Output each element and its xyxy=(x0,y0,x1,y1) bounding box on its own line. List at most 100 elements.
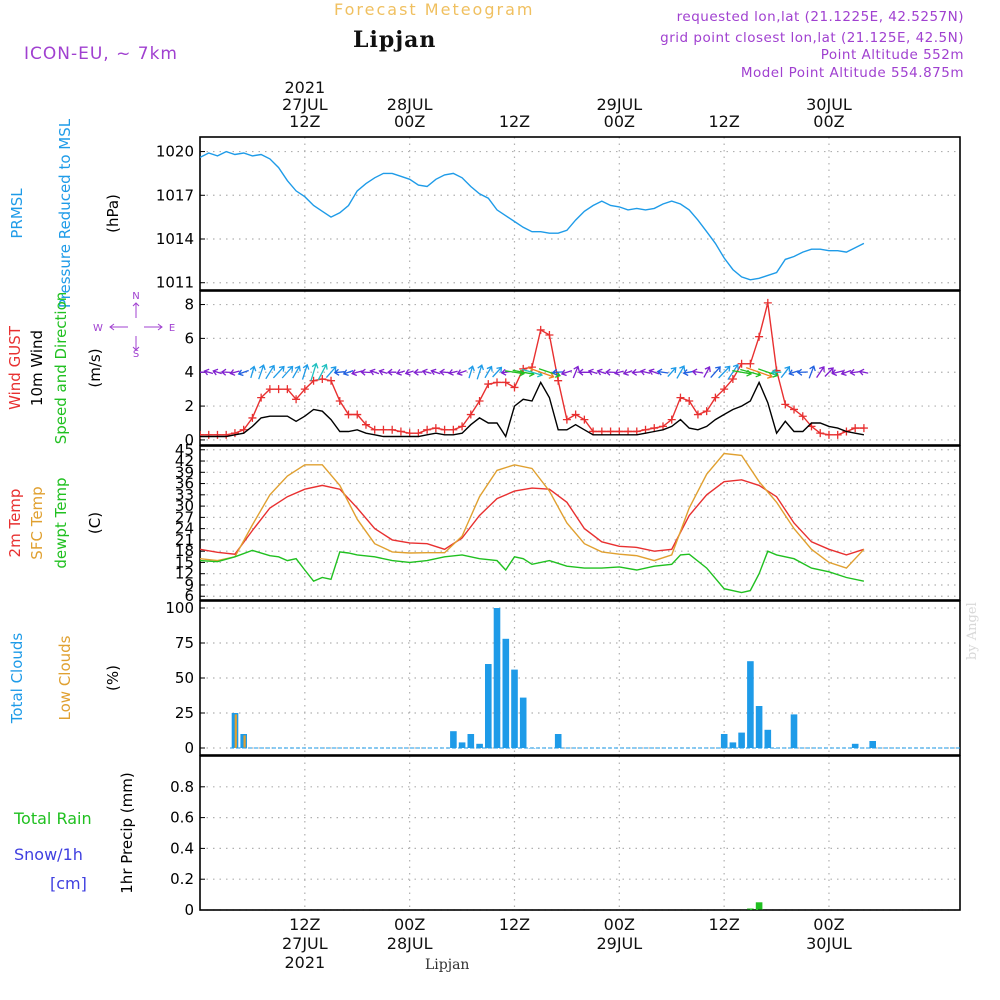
bottom-time-label: 12Z xyxy=(289,915,320,934)
wind-direction-arrow xyxy=(395,369,405,376)
clouds-bar xyxy=(755,706,763,748)
pressure-panel: 1011 1014 1017 1020 PRMSL Pressure Reduced to… xyxy=(8,118,961,308)
clouds-bar xyxy=(234,714,237,748)
bottom-time-label: 29JUL xyxy=(596,934,642,953)
top-time-label: 27JUL xyxy=(282,95,328,114)
gust-marker xyxy=(300,385,309,394)
clouds-bar xyxy=(493,608,501,748)
top-time-label: 00Z xyxy=(604,112,635,131)
model-point-altitude: Model Point Altitude 554.875m xyxy=(740,65,964,81)
clouds-frame xyxy=(199,600,961,756)
gust-marker xyxy=(327,376,336,385)
wind-direction-arrow xyxy=(691,368,704,376)
gust-marker xyxy=(658,422,667,431)
chart-title: Forecast Meteogram xyxy=(334,0,535,19)
y-tick-label: 12 xyxy=(175,565,194,583)
wind-direction-arrow xyxy=(727,363,739,380)
gust-marker xyxy=(318,375,327,383)
temperature-series-line xyxy=(200,549,865,594)
y-tick-label: 8 xyxy=(184,296,194,314)
wind-direction-arrow xyxy=(500,368,510,376)
wind-direction-arrow xyxy=(622,369,633,376)
wind-direction-arrow xyxy=(351,369,363,377)
gust-marker xyxy=(737,359,746,368)
wind-direction-arrow xyxy=(788,369,800,377)
wind-direction-arrow xyxy=(468,365,475,379)
gust-marker xyxy=(230,429,239,438)
y-tick-label: 9 xyxy=(184,576,194,594)
gust-marker xyxy=(580,415,589,424)
gust-marker xyxy=(545,331,554,339)
wind-direction-arrow xyxy=(404,369,414,376)
gust-marker xyxy=(501,378,510,387)
wind-direction-arrow xyxy=(220,368,231,376)
bottom-time-label: 30JUL xyxy=(806,934,852,953)
gust-marker xyxy=(204,430,213,439)
y-axis-label: Wind GUST xyxy=(6,325,24,410)
wind-direction-arrow xyxy=(849,368,860,376)
y-tick-label: 1014 xyxy=(156,230,194,248)
y-tick-label: 18 xyxy=(175,542,194,560)
y-tick-label: 39 xyxy=(175,463,194,481)
wind-direction-arrow xyxy=(476,364,485,380)
wind-direction-arrow xyxy=(808,365,816,379)
y-axis-label: SFC Temp xyxy=(28,486,46,559)
wind-direction-arrow xyxy=(745,366,774,379)
wind-direction-arrow xyxy=(421,368,432,376)
y-tick-label: 25 xyxy=(175,704,194,722)
gust-marker xyxy=(466,410,475,419)
wind-direction-arrow xyxy=(656,368,669,376)
y-tick-label: 0.4 xyxy=(170,839,194,857)
clouds-bar xyxy=(869,741,876,748)
top-time-label: 12Z xyxy=(289,112,320,131)
gust-marker xyxy=(370,425,379,434)
gust-marker xyxy=(851,424,860,433)
gust-marker xyxy=(790,405,799,414)
gust-marker xyxy=(702,407,711,416)
clouds-bar xyxy=(851,743,859,748)
y-tick-label: 4 xyxy=(184,363,194,381)
y-tick-label: 24 xyxy=(175,520,194,538)
clouds-bar xyxy=(485,664,492,748)
point-altitude: Point Altitude 552m xyxy=(820,47,964,63)
y-tick-label: 15 xyxy=(175,553,194,571)
wind-direction-arrow xyxy=(780,365,791,378)
grid-point-location: grid point closest lon,lat (21.125E, 42.… xyxy=(660,30,964,46)
pressure-plot-area xyxy=(200,150,865,281)
y-axis-label: Low Clouds xyxy=(56,635,74,720)
wind-direction-arrow xyxy=(448,368,458,376)
precip-bar xyxy=(755,902,763,910)
y-tick-label: 2 xyxy=(184,397,194,415)
clouds-bar xyxy=(738,732,745,748)
y-axis-label: (hPa) xyxy=(104,194,122,233)
wind-plot-area xyxy=(200,298,869,439)
y-axis-label: Speed and Direction xyxy=(52,292,70,445)
top-time-label: 00Z xyxy=(394,112,425,131)
wind-direction-arrow xyxy=(272,365,285,379)
precip-panel: 0 0.2 0.4 0.6 0.8 1hr Precip (mm) xyxy=(118,755,961,919)
gust-marker xyxy=(859,424,868,433)
gust-marker xyxy=(798,412,807,421)
clouds-bar xyxy=(450,731,457,748)
gust-marker xyxy=(274,385,283,394)
gust-marker xyxy=(309,376,318,385)
wind-direction-arrow xyxy=(292,365,301,379)
wind-direction-arrow xyxy=(572,365,580,379)
wind-direction-arrow xyxy=(824,367,834,377)
gust-marker xyxy=(720,385,729,394)
y-tick-label: 6 xyxy=(184,587,194,605)
place-name: Lipjan xyxy=(353,27,437,53)
y-tick-label: 0.6 xyxy=(170,809,194,827)
gust-marker xyxy=(353,410,362,419)
wind-direction-arrow xyxy=(317,363,328,381)
gust-marker xyxy=(248,413,257,422)
wind-direction-arrow xyxy=(718,365,731,379)
gust-marker xyxy=(763,298,772,307)
gust-marker xyxy=(824,430,833,439)
top-time-label: 30JUL xyxy=(806,95,852,114)
top-time-label: 2021 xyxy=(284,78,325,97)
clouds-bar xyxy=(458,742,466,748)
top-time-label: 29JUL xyxy=(596,95,642,114)
wind-direction-arrow xyxy=(387,368,397,376)
